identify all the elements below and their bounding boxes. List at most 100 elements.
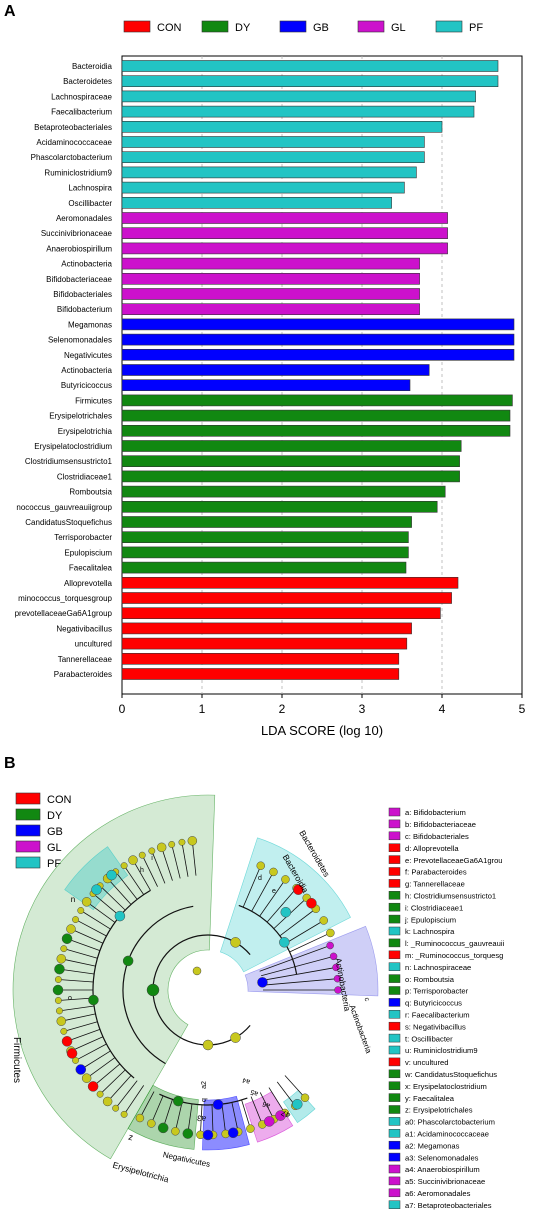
bar [121, 409, 511, 422]
x-tick-label: 5 [519, 702, 526, 716]
leaf-node [56, 954, 67, 964]
bar-label: Actinobacteria [61, 366, 112, 375]
key-item: a5: Succinivibrionaceae [405, 1177, 485, 1186]
legend-swatch [201, 20, 229, 33]
tree-ray [279, 908, 317, 937]
key-item: c: Bifidobacteriales [405, 832, 469, 841]
legend-label: CON [47, 794, 72, 806]
tree-ray [161, 847, 173, 881]
leaf-node [60, 1027, 68, 1035]
clade-label: Actinobacteria [347, 1004, 373, 1055]
leaf-node [281, 875, 290, 884]
bar [121, 75, 499, 87]
leaf-node [326, 928, 335, 938]
tree-ray [115, 1080, 138, 1109]
key-item: z: Erysipelotrichales [405, 1106, 473, 1115]
tree-ray [259, 879, 286, 917]
bar [121, 622, 412, 635]
biomarker-node [172, 1095, 184, 1107]
clade-label: Negativicutes [162, 1150, 211, 1169]
clade-label: n [71, 895, 75, 904]
biomarker-node [75, 1064, 87, 1075]
bar [121, 440, 462, 452]
key-swatch [388, 1129, 401, 1138]
leaf-node [81, 897, 92, 907]
biomarker-node [87, 1081, 99, 1092]
tree-ray [141, 855, 158, 887]
leaf-node [54, 997, 62, 1004]
biomarker-node [275, 1110, 286, 1121]
tree-ray [61, 958, 96, 967]
bar [121, 592, 452, 604]
key-swatch [388, 938, 401, 948]
bar-label: Clostridiumsensustricto1 [25, 457, 113, 466]
tree-ray [262, 978, 338, 986]
leaf-node [56, 1007, 63, 1015]
leaf-node [81, 1073, 92, 1083]
leaf-node [96, 1090, 104, 1098]
key-swatch [388, 986, 401, 995]
bar-label: Romboutsia [69, 488, 112, 497]
biomarker-node [280, 906, 292, 918]
tree-ray [262, 967, 337, 981]
legend-label: GL [391, 22, 406, 34]
key-item: u: Ruminiclostridium9 [405, 1046, 478, 1055]
bar [121, 212, 448, 224]
key-item: a6: Aeromonadales [405, 1189, 471, 1198]
tree-ray [251, 871, 274, 912]
tree-ray [191, 840, 197, 876]
tree-ray [63, 948, 98, 959]
key-swatch [388, 1105, 401, 1114]
tree-ray [115, 871, 138, 900]
leaf-node-gl [326, 941, 334, 950]
bar-label: Firmicutes [75, 396, 112, 405]
key-item: o: Romboutsia [405, 975, 455, 984]
tree-ray [242, 865, 262, 908]
bar-label: Bifidobacterium [57, 305, 112, 314]
tree-ray [59, 968, 95, 975]
legend-swatch [15, 824, 41, 837]
key-swatch [388, 950, 401, 960]
leaf-node [72, 916, 80, 924]
tree-arc [92, 889, 151, 1079]
bar-label: Faecalitalea [69, 564, 113, 573]
bar [121, 364, 430, 376]
tree-ray [241, 1099, 251, 1129]
leaf-node [319, 916, 328, 925]
tree-arc [238, 904, 298, 975]
bar-label: Actinobacteria [61, 260, 112, 269]
key-swatch [388, 1152, 401, 1162]
bar [121, 531, 409, 544]
bar [121, 227, 448, 239]
bar-label: minococcus_torquesgroup [18, 594, 112, 603]
legend-swatch [435, 20, 463, 33]
key-swatch [388, 1069, 401, 1079]
leaf-node [148, 847, 156, 855]
biomarker-node [106, 869, 117, 881]
leaf-node [256, 861, 265, 870]
key-swatch [388, 1188, 401, 1198]
tree-ray [63, 1021, 98, 1032]
bar-label: prevotellaceaeGa6A1group [15, 609, 113, 618]
tree-ray [289, 932, 331, 953]
leaf-node [54, 976, 62, 983]
key-swatch [388, 998, 401, 1007]
tree-ray [75, 919, 107, 937]
leaf-node [112, 1104, 120, 1112]
bar [121, 257, 420, 270]
tree-ray [123, 1085, 145, 1115]
biomarker-node [54, 963, 65, 975]
leaf-node [178, 838, 186, 846]
tree-ray [132, 859, 151, 891]
bar [121, 379, 411, 392]
legend-label: CON [157, 22, 182, 34]
legend-label: GB [47, 826, 63, 838]
x-tick-label: 4 [439, 702, 446, 716]
legend-swatch [15, 840, 41, 853]
bar-label: Tannerellaceae [58, 655, 113, 664]
leaf-node [138, 851, 146, 859]
bar [121, 136, 425, 148]
bar [121, 151, 425, 163]
